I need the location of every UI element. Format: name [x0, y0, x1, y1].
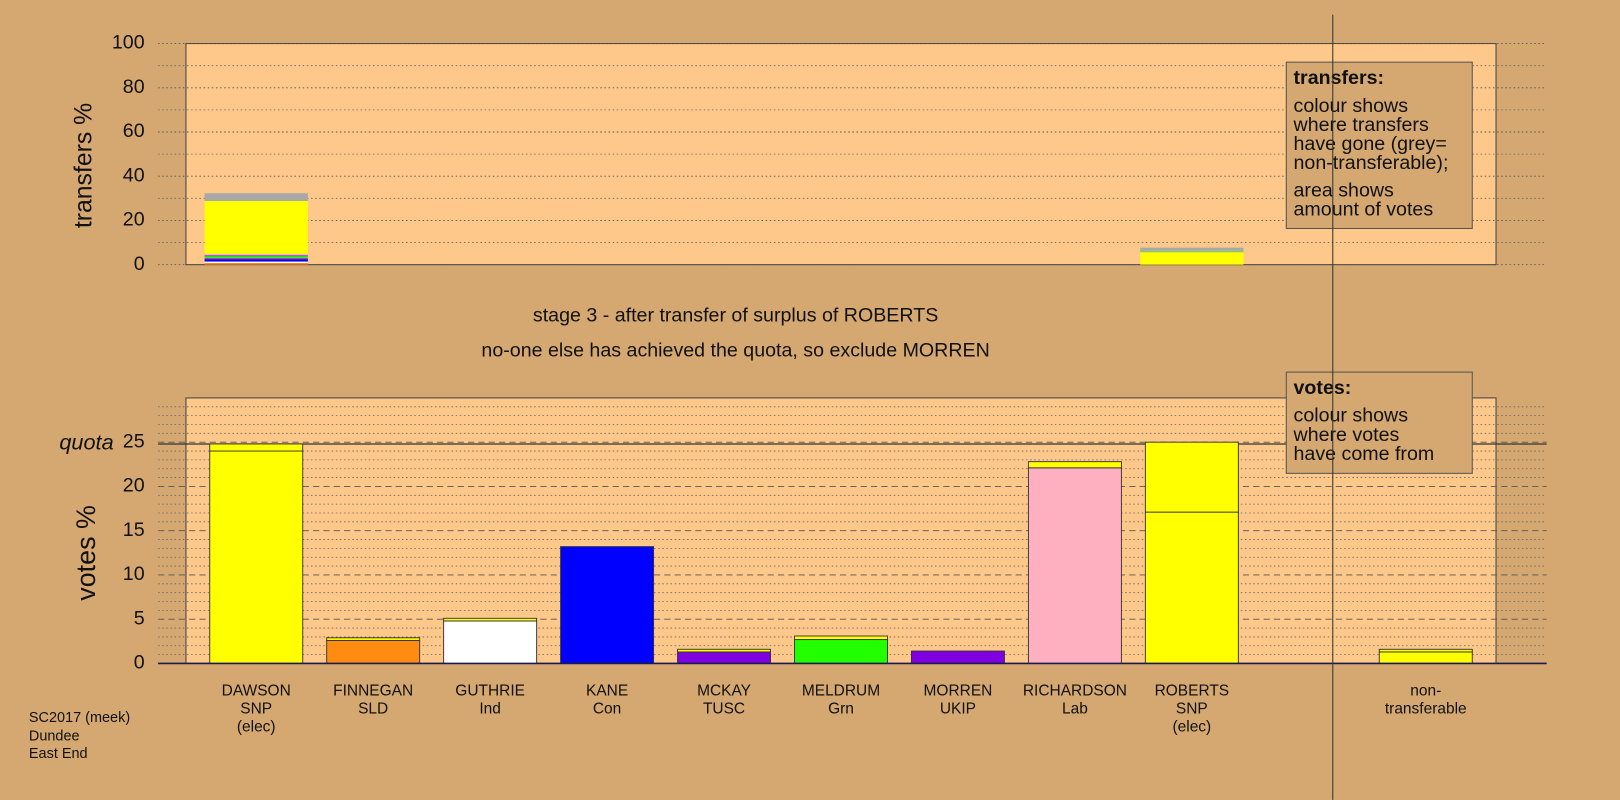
bar-segment [677, 648, 771, 653]
legend-box [1285, 371, 1473, 474]
stage-text: no-one else has achieved the quota, so e… [481, 340, 989, 362]
bar-segment [794, 639, 888, 664]
x-tick-label: SNP [1176, 701, 1208, 718]
x-tick-label: SNP [240, 701, 272, 718]
bar-segment [204, 262, 308, 265]
x-tick-label: MORREN [924, 682, 993, 699]
y-tick-label: 0 [134, 253, 145, 275]
bar-segment [1144, 441, 1239, 513]
footer: Dundee [29, 729, 80, 745]
bar-segment [326, 637, 421, 641]
y-tick-label: 40 [123, 164, 145, 186]
footer: East End [29, 746, 88, 762]
legend-text: colour shows [1294, 405, 1409, 427]
y-tick-label: 25 [123, 430, 145, 452]
x-tick-label: RICHARDSON [1023, 682, 1127, 699]
bar-segment [204, 254, 308, 256]
y-tick-label: 10 [123, 563, 145, 585]
bar-segment [326, 639, 421, 664]
stage-text: stage 3 - after transfer of surplus of R… [533, 305, 938, 327]
legend-text: have come from [1294, 443, 1435, 465]
x-tick-label: FINNEGAN [333, 682, 413, 699]
bar-segment [204, 200, 308, 255]
x-tick-label: ROBERTS [1155, 682, 1230, 699]
legend-title: votes: [1294, 377, 1352, 399]
y-tick-label: 60 [123, 120, 145, 142]
legend-text: have gone (grey= [1294, 133, 1447, 155]
y-axis-label: transfers % [70, 103, 97, 228]
y-tick-label: 15 [123, 519, 145, 541]
bar-segment [794, 635, 888, 641]
x-tick-label: non- [1410, 682, 1441, 699]
y-tick-label: 0 [134, 652, 145, 674]
bar-segment [677, 651, 771, 664]
y-tick-label: 100 [112, 32, 145, 54]
bar-segment [204, 256, 308, 259]
bar-segment [560, 546, 655, 664]
x-tick-label: Lab [1062, 701, 1088, 718]
bar-segment [910, 650, 1005, 664]
bar-segment [443, 617, 538, 622]
y-axis-label: votes % [71, 505, 101, 601]
y-tick-label: 80 [123, 76, 145, 98]
bar-segment [1378, 648, 1473, 653]
legend-box [1285, 61, 1473, 230]
legend-text: non-transferable); [1294, 152, 1449, 174]
bar-segment [1027, 461, 1122, 469]
x-tick-label: KANE [586, 682, 628, 699]
x-tick-label: transferable [1385, 701, 1467, 718]
x-tick-label: Ind [479, 701, 501, 718]
bar-segment [1140, 250, 1244, 253]
bar-segment [1144, 511, 1239, 664]
x-tick-label: SLD [358, 701, 388, 718]
y-tick-label: 20 [123, 209, 145, 231]
y-tick-label: 5 [134, 607, 145, 629]
bar-segment [204, 259, 308, 262]
legend-text: where votes [1293, 424, 1400, 446]
bar-segment [204, 193, 308, 201]
bar-segment [1027, 467, 1122, 664]
bar-segment [204, 255, 308, 257]
x-tick-label: (elec) [1172, 719, 1211, 736]
x-tick-label: DAWSON [222, 682, 291, 699]
footer: SC2017 (meek) [29, 710, 130, 726]
legend-text: where transfers [1293, 114, 1429, 136]
x-tick-label: MELDRUM [802, 682, 880, 699]
legend-title: transfers: [1294, 67, 1385, 89]
bar-segment [209, 443, 304, 452]
bar-segment [209, 450, 304, 664]
bar-segment [1378, 651, 1473, 664]
x-tick-label: (elec) [237, 719, 276, 736]
quota-label: quota [59, 430, 113, 455]
x-tick-label: MCKAY [697, 682, 751, 699]
x-tick-label: Con [593, 701, 621, 718]
legend-text: area shows [1294, 179, 1395, 201]
bar-segment [1140, 247, 1244, 251]
x-tick-label: GUTHRIE [455, 682, 525, 699]
x-tick-label: TUSC [703, 701, 745, 718]
y-tick-label: 20 [123, 475, 145, 497]
bar-segment [1140, 252, 1244, 265]
x-tick-label: Grn [828, 701, 854, 718]
bar-segment [443, 620, 538, 664]
bar-segment [204, 261, 308, 263]
bar-segment [204, 258, 308, 260]
x-tick-label: UKIP [940, 701, 976, 718]
legend-text: amount of votes [1294, 199, 1434, 221]
legend-text: colour shows [1294, 95, 1409, 117]
